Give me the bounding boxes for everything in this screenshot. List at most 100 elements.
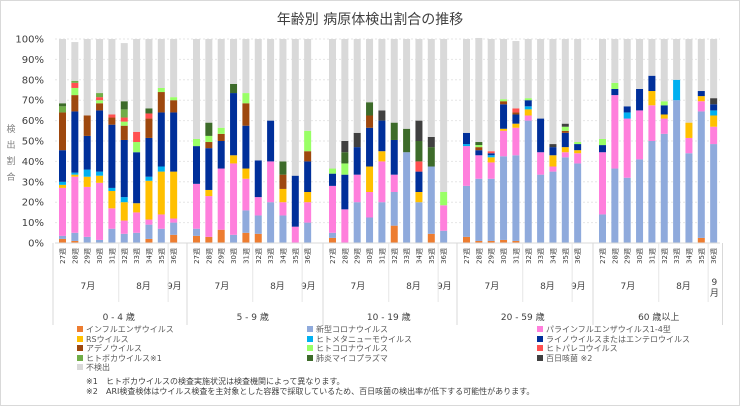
bar-segment-rs [366, 166, 374, 192]
legend-label: パラインフルエンザウイルス1-4型 [546, 325, 671, 334]
bar-segment-hcov [329, 168, 336, 174]
bar-segment-myco [403, 128, 411, 153]
bar-segment-hpev [71, 82, 79, 88]
bar-segment-para [217, 168, 225, 230]
bar-segment-none [636, 39, 644, 89]
x-tick-label: 32週 [254, 248, 263, 264]
bar-segment-para [697, 101, 705, 112]
bar-segment-rs [59, 184, 66, 188]
bar-segment-rhino [366, 127, 374, 167]
bar-segment-rhino [549, 147, 557, 156]
bar-segment-para [59, 187, 66, 236]
bar-segment-none [561, 39, 569, 124]
bar-segment-hmpv [59, 181, 66, 185]
bar-segment-covid [378, 202, 386, 243]
bar-segment-rs [574, 150, 582, 154]
bar-segment-none [415, 39, 423, 121]
bar-segment-rhino [561, 132, 569, 148]
x-tick-label: 34週 [144, 248, 153, 264]
bar-segment-para [205, 196, 213, 237]
bar-segment-covid [648, 141, 656, 243]
legend-item-covid: 新型コロナウイルス [307, 325, 388, 334]
bar-segment-rhino [636, 88, 644, 111]
bar-segment-adeno [108, 117, 116, 125]
bar-segment-rhino [710, 104, 718, 111]
legend-swatch [307, 354, 313, 361]
x-tick-label: 32週 [524, 248, 533, 264]
bar-segment-covid [193, 228, 200, 236]
x-tick-label: 30週 [365, 248, 374, 264]
bar-segment-hcov [611, 82, 619, 89]
bar-segment-rhino [574, 144, 582, 151]
bar-segment-hpev [512, 108, 520, 113]
bar-segment-covid [697, 111, 705, 238]
bar-segment-none [599, 39, 606, 139]
bar-segment-none [145, 39, 153, 109]
bar-segment-hmpv [524, 106, 532, 110]
x-tick-label: 28週 [70, 248, 79, 264]
x-tick-label: 27週 [58, 248, 67, 264]
legend-swatch [77, 364, 83, 370]
bar-segment-hcov [96, 100, 104, 104]
x-tick-label: 27週 [192, 248, 201, 264]
age-group-label: 0 - 4 歳 [103, 311, 135, 323]
bar-segment-rs [660, 114, 668, 119]
month-label: 7月 [215, 281, 230, 292]
footnote-text: ARI検査検体はウイルス検査を主対象とした容器で採取しているため、百日咳菌の検出… [106, 387, 535, 396]
footnote-mark: ※1 [86, 377, 98, 386]
legend-label: RSウイルス [86, 334, 129, 344]
bar-segment-hmpv [96, 171, 104, 176]
grid-lines [55, 38, 720, 244]
x-tick-label: 31週 [511, 248, 520, 264]
bar-segment-pert [353, 132, 361, 148]
bar-segment-rhino [59, 150, 66, 182]
bar-segment-myco [427, 147, 435, 167]
bar-segment-covid [561, 157, 569, 243]
bar-segment-none [205, 39, 213, 123]
x-tick-label: 36週 [169, 248, 178, 264]
x-tick-label: 34週 [548, 248, 557, 264]
bar-segment-para [366, 192, 374, 218]
bar-segment-para [599, 152, 606, 215]
bar-segment-rs [685, 122, 693, 138]
bar-segment-rs [487, 157, 495, 163]
bar-segment-none [170, 39, 178, 98]
x-tick-label: 32週 [660, 248, 669, 264]
bar-segment-flu [500, 239, 508, 243]
bar-segment-hmpv [71, 172, 79, 175]
legend-item-boca: ヒトボカウイルス※1 [77, 354, 162, 363]
bar-segment-myco [279, 161, 287, 175]
bar-segment-none [427, 39, 435, 137]
bar-segment-covid [96, 239, 104, 243]
bar-segment-adeno [217, 133, 225, 141]
bar-segment-rhino [500, 104, 508, 129]
x-tick-label: 29週 [623, 248, 632, 264]
y-axis-label-char: 検 [6, 123, 15, 135]
bar-segment-rs [304, 192, 312, 203]
bar-segment-none [353, 39, 361, 133]
bar-segment-flu [193, 235, 200, 243]
y-tick-label: 10% [22, 218, 44, 229]
bar-segment-para [108, 208, 116, 229]
legend-item-none: 不検出 [77, 363, 110, 372]
age-group-label: 20 - 59 歳 [501, 311, 545, 323]
bar-segment-para [710, 126, 718, 145]
bar-segment-para [561, 152, 569, 158]
month-label: 8月 [540, 281, 555, 292]
legend-swatch [537, 326, 543, 332]
legend-label: ヒトメタニューモウイルス [316, 334, 412, 344]
bar-segment-rhino [291, 175, 299, 227]
bar-segment-rhino [378, 120, 386, 152]
bar-segment-rhino [512, 114, 520, 124]
bar-segment-covid [83, 236, 91, 243]
month-label: 9月 [571, 281, 586, 292]
x-tick-label: 27週 [598, 248, 607, 264]
bar-segment-rs [279, 188, 287, 203]
x-tick-label: 28週 [474, 248, 483, 264]
bar-segment-flu [512, 240, 520, 243]
bar-segment-rs [145, 180, 153, 220]
bar-segment-hcov [205, 135, 213, 143]
bar-segment-myco [59, 103, 66, 107]
bar-segment-para [145, 219, 153, 225]
